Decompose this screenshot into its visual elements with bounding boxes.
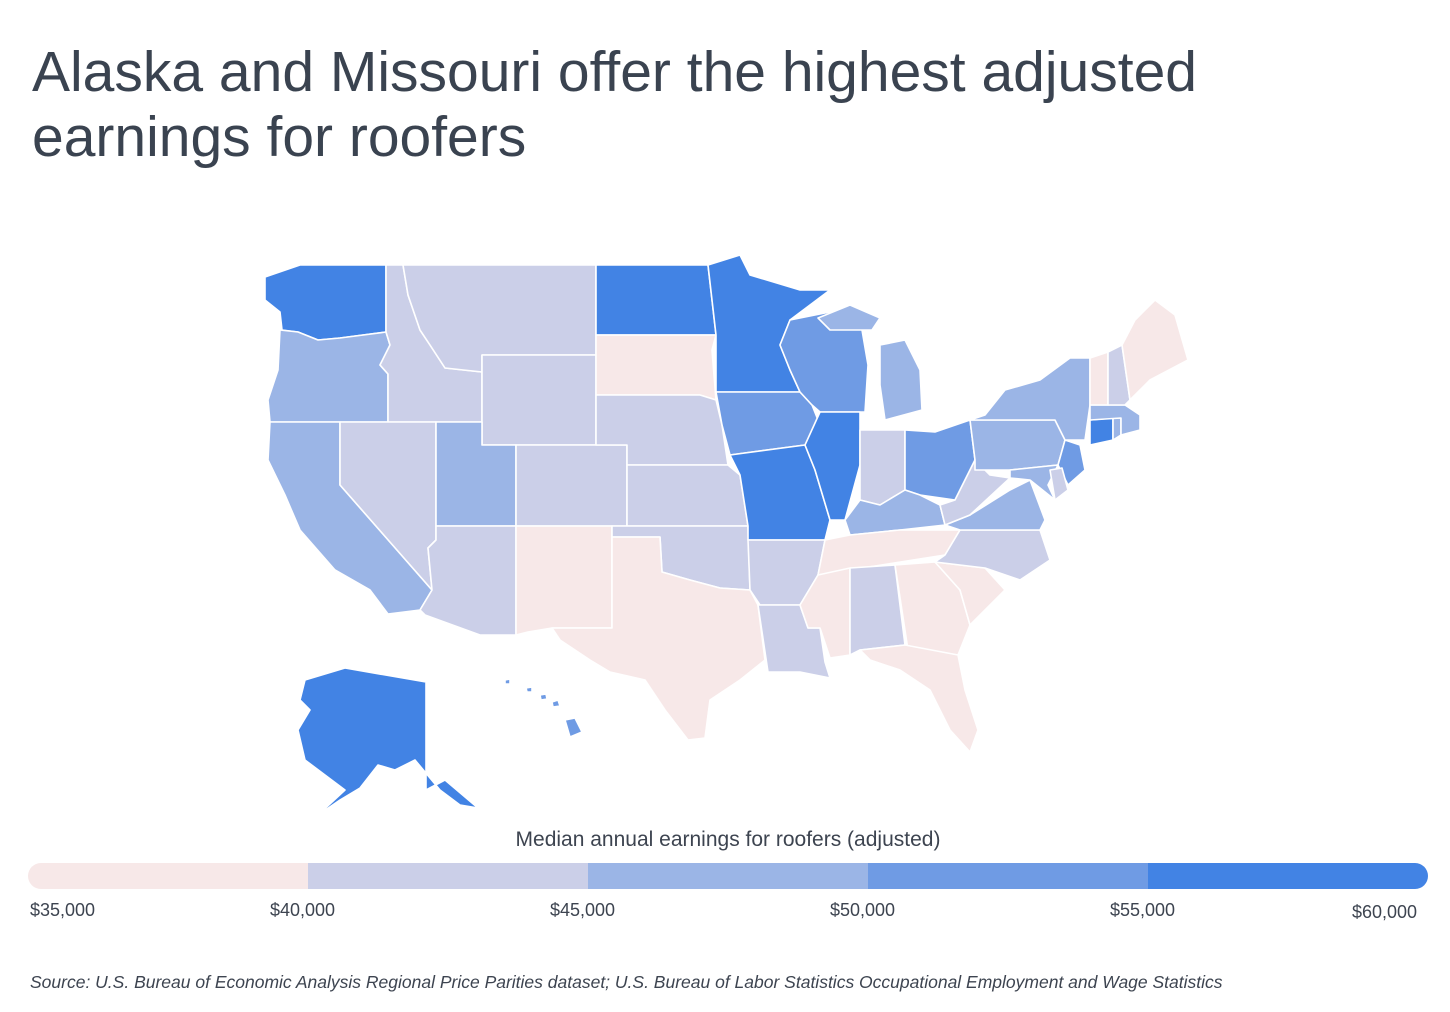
state-ME[interactable] — [1121, 299, 1189, 401]
legend-tick-40000: $40,000 — [270, 900, 336, 920]
legend-title: Median annual earnings for roofers (adju… — [515, 828, 941, 851]
chart-title: Alaska and Missouri offer the highest ad… — [32, 40, 1197, 169]
legend-tick-50000: $50,000 — [830, 900, 896, 920]
state-OR[interactable] — [267, 329, 391, 423]
state-NJ[interactable] — [1057, 439, 1086, 486]
state-NH[interactable] — [1107, 344, 1131, 406]
state-FL[interactable] — [859, 644, 979, 753]
state-CT[interactable] — [1089, 417, 1114, 446]
legend-bin-3 — [588, 863, 868, 889]
state-DE[interactable] — [1049, 467, 1069, 501]
legend-tick-45000: $45,000 — [550, 900, 616, 920]
legend-bin-1 — [28, 863, 308, 889]
state-TX[interactable] — [551, 536, 766, 741]
state-AZ[interactable] — [419, 525, 517, 636]
state-WY[interactable] — [481, 354, 597, 446]
state-AK[interactable] — [297, 667, 479, 816]
state-ND[interactable] — [595, 264, 717, 336]
state-WV[interactable] — [939, 459, 1011, 526]
legend-tick-55000: $55,000 — [1110, 900, 1176, 920]
state-NM[interactable] — [515, 525, 613, 636]
legend-tick-60000: $60,000 — [1352, 902, 1418, 922]
state-MA[interactable] — [1089, 404, 1141, 436]
legend-bin-5 — [1148, 863, 1428, 889]
state-MI[interactable] — [817, 304, 923, 421]
state-KS[interactable] — [626, 464, 749, 527]
legend-color-bar — [28, 863, 1428, 889]
state-CO[interactable] — [515, 444, 628, 527]
source-note: Source: U.S. Bureau of Economic Analysis… — [30, 972, 1223, 992]
state-WA[interactable] — [264, 264, 387, 341]
state-HI[interactable] — [504, 678, 583, 738]
state-VA[interactable] — [944, 479, 1046, 531]
legend-bin-2 — [308, 863, 588, 889]
state-PA[interactable] — [969, 419, 1066, 471]
state-SD[interactable] — [595, 334, 717, 401]
legend-bin-4 — [868, 863, 1148, 889]
state-IL[interactable] — [804, 411, 861, 521]
state-RI[interactable] — [1112, 417, 1122, 441]
legend-tick-35000: $35,000 — [30, 900, 96, 920]
state-VT[interactable] — [1089, 351, 1109, 406]
